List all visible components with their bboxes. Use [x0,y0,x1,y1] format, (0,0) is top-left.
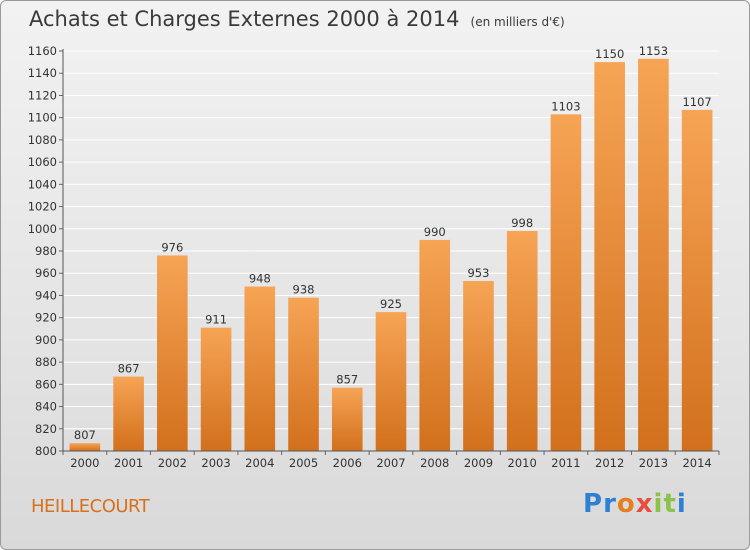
bar-2012 [594,62,625,451]
bar-2005 [288,297,319,451]
x-tick-label-2002: 2002 [158,456,187,470]
data-label-2012: 1150 [595,47,624,61]
y-tick-label: 920 [35,311,57,325]
data-label-2006: 857 [336,373,358,387]
y-tick-label: 900 [35,333,57,347]
data-label-2001: 867 [118,362,140,376]
bar-2003 [200,327,232,451]
bar-2007 [375,312,407,451]
y-tick-label: 800 [35,444,57,458]
y-tick-label: 1000 [28,222,57,236]
bar-2006 [331,387,363,451]
data-label-2013: 1153 [639,44,668,58]
data-label-2003: 911 [205,313,227,327]
bar-2008 [419,239,451,451]
y-tick-label: 1060 [28,155,57,169]
axes [62,49,719,452]
x-tick-label-2004: 2004 [245,456,274,470]
place-name: HEILLECOURT [31,496,150,517]
x-tick-label-2007: 2007 [376,456,405,470]
y-tick-label: 960 [35,266,57,280]
bar-2009 [463,281,494,451]
y-tick-label: 860 [35,377,57,391]
x-tick-label-2014: 2014 [682,456,711,470]
bar-2010 [506,231,538,451]
y-tick-label: 980 [35,244,57,258]
chart-unit: (en milliers d'€) [470,15,565,29]
y-tick-label: 1120 [28,88,57,102]
x-tick-label-2013: 2013 [639,456,668,470]
data-label-2000: 807 [74,428,96,442]
data-label-2007: 925 [380,297,402,311]
bar-2004 [244,286,276,451]
y-tick-label: 820 [35,422,57,436]
y-axis-ticks: 800 820 840 860 880 900 920 940 960 980 1000 1020 10… [28,44,63,458]
x-tick-label-2003: 2003 [201,456,230,470]
y-tick-label: 1040 [28,177,57,191]
bar-2000 [69,443,101,451]
x-tick-label-2010: 2010 [508,456,537,470]
bars [69,58,713,452]
proxiti-logo: Proxiti [583,489,687,519]
y-tick-label: 880 [35,355,57,369]
y-tick-label: 940 [35,288,57,302]
x-tick-label-2008: 2008 [420,456,449,470]
x-axis-ticks: 2000 2001 2002 2003 2004 2005 2006 2007 2008 2009… [62,451,720,470]
y-tick-label: 1020 [28,200,57,214]
x-tick-label-2001: 2001 [114,456,143,470]
chart-title: Achats et Charges Externes 2000 à 2014 [29,7,460,31]
data-label-2011: 1103 [551,99,580,113]
y-tick-label: 1100 [28,111,57,125]
data-label-2008: 990 [424,225,446,239]
x-tick-label-2000: 2000 [70,456,99,470]
x-tick-label-2006: 2006 [333,456,362,470]
data-label-2010: 998 [511,216,533,230]
bar-2013 [638,58,669,452]
y-tick-label: 1160 [28,44,57,58]
bar-2014 [681,109,713,451]
x-tick-label-2009: 2009 [464,456,493,470]
x-tick-label-2012: 2012 [595,456,624,470]
bar-2001 [113,376,144,451]
chart-title-block: Achats et Charges Externes 2000 à 2014 (… [29,7,565,31]
y-tick-label: 1140 [28,66,57,80]
bar-2011 [550,114,582,451]
data-label-2014: 1107 [682,95,711,109]
data-label-2002: 976 [161,240,183,254]
x-tick-label-2005: 2005 [289,456,318,470]
data-label-2004: 948 [249,272,271,286]
data-labels: 807 867 976 911 948 938 857 925 990 953 998 1103 115… [74,44,712,442]
data-label-2005: 938 [293,283,315,297]
y-tick-label: 1080 [28,133,57,147]
y-tick-label: 840 [35,400,57,414]
bar-2002 [157,255,188,451]
data-label-2009: 953 [467,266,489,280]
x-tick-label-2011: 2011 [551,456,580,470]
